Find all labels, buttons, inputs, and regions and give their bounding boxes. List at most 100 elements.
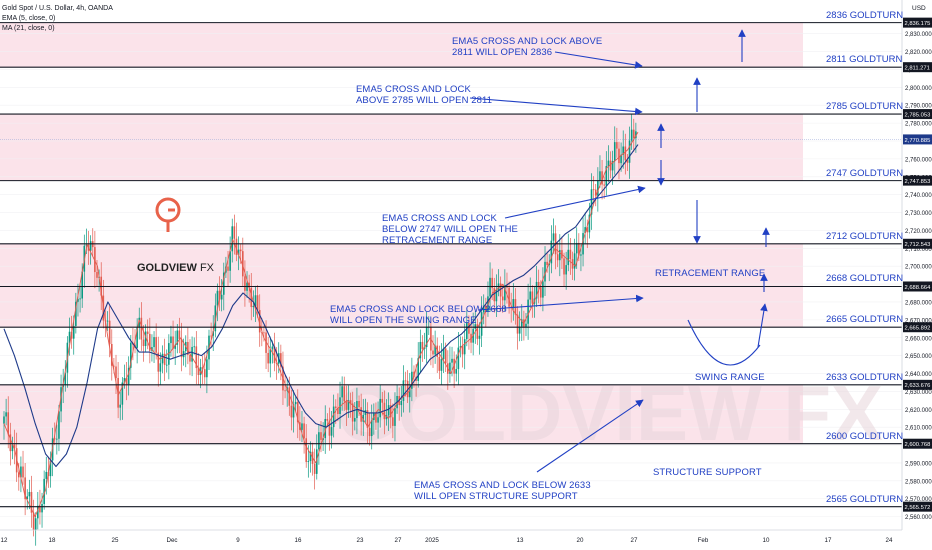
candle-body xyxy=(261,332,263,334)
level-price-tag xyxy=(903,438,932,449)
level-price-tag-text: 2,747.853 xyxy=(905,179,931,185)
candle-body xyxy=(626,160,629,163)
candle-body xyxy=(315,449,318,474)
candle-body xyxy=(463,339,466,355)
ma-legend[interactable]: MA (21, close, 0) xyxy=(2,25,55,32)
candle-body xyxy=(174,344,176,349)
candle-body xyxy=(163,353,166,365)
level-label: 2811 GOLDTURN xyxy=(826,54,903,66)
candle-body xyxy=(482,305,485,313)
level-price-tag xyxy=(903,175,932,186)
current-price-tag-text: 2,770.885 xyxy=(905,138,931,144)
candle-body xyxy=(284,390,286,392)
candle-body xyxy=(94,247,96,273)
candle-body xyxy=(119,404,122,408)
candle-body xyxy=(432,350,434,355)
candle-body xyxy=(235,238,238,255)
candle-body xyxy=(444,348,447,364)
candle-body xyxy=(34,518,37,530)
current-price-tag xyxy=(903,134,932,145)
price-tick-label: 2,680.000 xyxy=(905,300,932,306)
grid-lines xyxy=(0,33,902,517)
candle-body xyxy=(178,330,181,339)
candle-body xyxy=(620,154,622,164)
price-tick-label: 2,560.000 xyxy=(905,515,932,521)
candle-body xyxy=(466,322,468,340)
candle-body xyxy=(624,146,627,161)
candle-body xyxy=(123,378,126,383)
candle-body xyxy=(138,317,141,328)
candle-body xyxy=(37,505,39,519)
candle-body xyxy=(157,352,160,372)
level-price-tag-text: 2,600.768 xyxy=(905,442,931,448)
candle-body xyxy=(392,417,394,426)
candle-body xyxy=(5,412,7,417)
candle-body xyxy=(569,249,572,260)
level-price-tag xyxy=(903,109,932,120)
candle-body xyxy=(520,319,523,327)
candle-body xyxy=(153,337,155,348)
ema-legend[interactable]: EMA (5, close, 0) xyxy=(2,15,56,22)
price-tick-label: 2,630.000 xyxy=(905,390,932,396)
price-axis: USD 2,560.000 2,570.000 2,580.000 2,590.000 2… xyxy=(901,0,932,550)
candle-body xyxy=(172,336,174,349)
candle-body xyxy=(575,242,578,254)
candle-body xyxy=(616,142,618,149)
candle-body xyxy=(417,358,420,381)
candle-body xyxy=(491,277,493,289)
range-zone xyxy=(0,114,803,181)
candle-body xyxy=(64,372,67,385)
candle-body xyxy=(96,272,98,278)
price-tick-label: 2,670.000 xyxy=(905,318,932,324)
candle-body xyxy=(294,401,297,405)
level-price-tag-text: 2,565.572 xyxy=(905,505,931,511)
candle-body xyxy=(332,406,335,428)
candle-body xyxy=(366,410,369,428)
candle-body xyxy=(296,401,299,423)
candle-body xyxy=(20,466,22,478)
candle-body xyxy=(301,423,303,430)
candle-body xyxy=(474,324,477,329)
candle-body xyxy=(144,331,147,347)
candle-body xyxy=(146,331,149,334)
candle-body xyxy=(518,326,521,334)
candle-body xyxy=(368,427,371,437)
candle-body xyxy=(370,419,373,437)
level-label: 2836 GOLDTURN xyxy=(826,9,904,21)
candle-body xyxy=(303,423,305,439)
candle-body xyxy=(233,226,236,239)
candle-body xyxy=(125,378,128,385)
candle-body xyxy=(168,343,170,365)
candle-body xyxy=(377,417,379,423)
candle-body xyxy=(77,299,79,302)
candle-body xyxy=(30,491,33,513)
level-price-tag xyxy=(903,501,932,512)
candle-body xyxy=(140,317,143,340)
level-label: 2747 GOLDTURN xyxy=(826,167,904,179)
candle-body xyxy=(339,397,341,415)
candle-body xyxy=(193,346,195,348)
time-tick-label: 2025 xyxy=(425,537,439,544)
candle-body xyxy=(389,405,392,418)
price-tick-label: 2,790.000 xyxy=(905,104,932,110)
level-price-tag xyxy=(903,281,932,292)
arrow-to-2785 xyxy=(469,97,643,116)
price-tick-label: 2,640.000 xyxy=(905,372,932,378)
label-swing-range: SWING RANGE xyxy=(695,372,765,383)
candle-body xyxy=(601,171,603,185)
candle-body xyxy=(328,420,331,436)
candle-body xyxy=(516,314,519,334)
candle-body xyxy=(250,287,253,308)
candle-body xyxy=(508,287,510,307)
candle-body xyxy=(149,333,151,351)
candle-body xyxy=(347,400,350,410)
candle-body xyxy=(599,171,601,181)
level-label: 2665 GOLDTURN xyxy=(826,314,904,326)
candle-body xyxy=(630,129,633,141)
candle-body xyxy=(307,461,310,462)
candle-body xyxy=(242,251,244,277)
goldview-logo-icon xyxy=(155,197,181,232)
ma-series xyxy=(3,144,639,468)
candle-body xyxy=(622,146,625,155)
